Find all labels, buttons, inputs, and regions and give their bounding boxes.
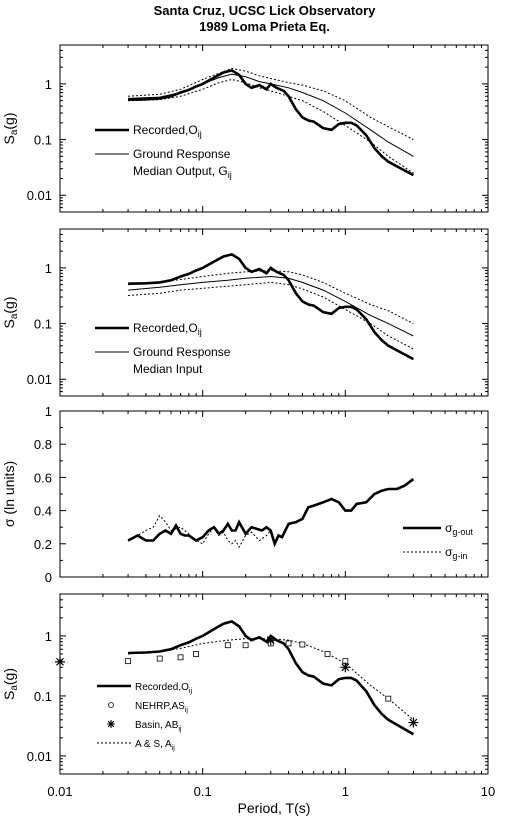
y-tick-label: 0.4 [34,504,52,519]
legend-label: σg-out [445,521,473,537]
series-line-dotted [128,67,414,141]
y-axis-label: Sa(g) [1,112,20,144]
data-point-square [224,642,231,649]
series-line-thin [128,275,414,337]
y-tick-label: 1 [45,629,52,644]
legend-item: Recorded,Oij [95,321,202,337]
y-tick-label: 0.01 [27,749,52,764]
plot-frame [59,228,489,397]
legend-item: Recorded,Oij [97,682,192,695]
legend-label: σg-in [445,545,467,561]
legend-label: Recorded,Oij [133,123,202,139]
y-axis-label: Sa(g) [1,668,20,700]
x-tick-label: 10 [481,784,495,799]
x-tick-label: 0.1 [194,784,212,799]
y-axis-label: σ (ln units) [1,461,17,527]
legend-label-line2: Median Output, Gij [133,164,232,180]
x-tick-label: 0.01 [47,784,72,799]
data-point-square [299,641,306,648]
y-tick-label: 0.8 [34,437,52,452]
series-line-thick [128,619,415,736]
series-line-dotted [128,281,414,350]
data-point-star [265,635,276,646]
data-point-square [177,654,184,661]
legend-label: Ground Response [133,147,231,161]
plot-frame [59,44,489,213]
series-line-thin [128,73,414,157]
legend-label: A & S, Aij [135,739,175,752]
legend-item: Recorded,Oij [95,123,202,139]
chart-title-line1: Santa Cruz, UCSC Lick Observatory [153,3,376,18]
y-tick-label: 0.1 [34,317,52,332]
data-point-star [55,656,65,667]
data-point-star [340,662,351,673]
panel-3: 0 0.2 0.4 0.6 0.8 1 σ (ln units) σg-out σg-in [1,404,489,585]
legend-item: Basin, ABij [107,720,182,733]
legend-item: σg-in [403,545,467,561]
plot-frame [59,593,489,775]
series-line-dotted [128,269,414,325]
legend-item: A & S, Aij [97,739,175,752]
data-point-square [242,642,249,649]
y-tick-label: 0.2 [34,537,52,552]
y-tick-label: 0 [45,570,52,585]
series-line-dotted [128,78,414,174]
legend-marker-star [107,720,115,728]
y-tick-label: 0.01 [27,188,52,203]
x-tick-label: 1 [342,784,349,799]
legend-label: Basin, ABij [135,720,182,733]
legend-label-line2: Median Input [133,362,203,376]
legend-marker-square [108,702,114,708]
chart-title-line2: 1989 Loma Prieta Eq. [199,19,330,34]
y-tick-label: 0.01 [27,372,52,387]
panel-2: 0.01 0.1 1 Sa(g) Recorded,Oij Ground Response… [1,228,489,397]
data-point-square [156,655,163,662]
y-tick-label: 0.6 [34,470,52,485]
legend-item: Ground Response Median Output, Gij [95,147,232,180]
y-tick-label: 0.1 [34,689,52,704]
legend-item: σg-out [403,521,473,537]
legend-item: NEHRP,ASij [108,701,188,714]
legend-label: NEHRP,ASij [135,701,188,714]
data-point-square [285,640,292,647]
data-point-square [324,651,331,657]
y-tick-label: 1 [45,261,52,276]
series-line-thick [128,253,415,361]
series-line-dotted [128,638,414,721]
series-line-thick [127,478,415,548]
legend-label: Recorded,Oij [133,321,202,337]
data-point-square [125,658,131,665]
panel-1: 0.01 0.1 1 Sa(g) Recorded,Oij Ground Response… [1,44,489,213]
y-tick-label: 0.1 [34,133,52,148]
legend-label: Recorded,Oij [135,682,192,695]
data-point-square [385,695,392,702]
legend-item: Ground Response Median Input [95,345,231,376]
panel-4: 0.01 0.1 1 Sa(g) Recorded,Oij NEHRP,ASij Basin… [1,593,495,816]
y-tick-label: 1 [45,404,52,419]
data-point-square [193,651,200,657]
y-axis-label: Sa(g) [1,296,20,328]
data-point-star [408,717,419,728]
x-axis-label: Period, T(s) [238,800,311,816]
y-tick-label: 1 [45,77,52,92]
legend-label: Ground Response [133,345,231,359]
